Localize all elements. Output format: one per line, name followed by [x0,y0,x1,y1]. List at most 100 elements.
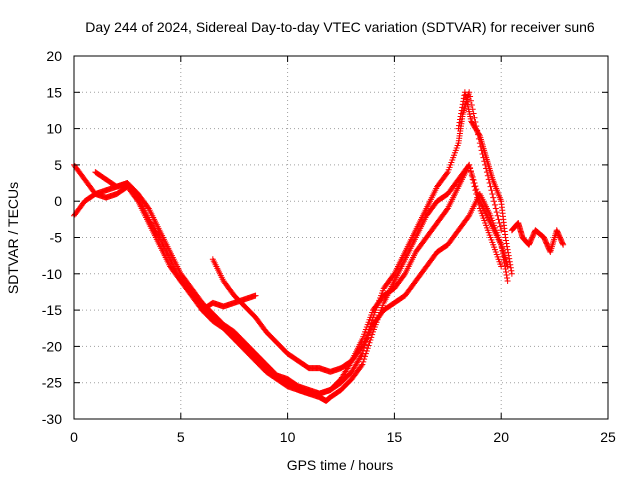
data-point [359,350,366,357]
data-point [457,116,464,123]
data-point [503,237,510,244]
data-point [503,268,510,275]
x-tick-label: 15 [387,429,403,445]
y-tick-label: -20 [42,338,62,354]
data-series [209,190,511,375]
data-points [71,89,567,404]
y-axis-label: SDTVAR / TECUs [5,182,21,294]
data-point [470,180,477,187]
data-point [459,104,466,111]
x-tick-label: 10 [280,429,296,445]
data-point [490,194,497,201]
data-point [466,161,473,168]
x-tick-label: 0 [70,429,78,445]
y-tick-label: 15 [46,84,62,100]
data-point [467,97,474,104]
data-point [359,361,366,368]
data-point [369,331,376,338]
data-point [144,204,151,211]
data-point [134,193,141,200]
data-point [358,362,365,369]
data-point [401,272,408,279]
data-point [467,169,474,176]
data-point [507,264,514,271]
data-point [456,122,463,129]
data-point [458,110,465,117]
data-point [508,270,515,277]
data-point [505,252,512,259]
data-point [498,227,505,234]
data-point [468,102,475,109]
data-point [506,258,513,265]
data-point [252,292,259,299]
axis-ticks: 0 5 10 15 20 25 -30 -25 -20 -15 -10 -5 0 5 10 15 20 [42,48,616,445]
data-series [199,292,259,314]
data-point [560,241,567,248]
data-point [476,131,483,138]
data-point [457,113,464,120]
data-point [491,198,498,205]
data-point [367,337,374,344]
data-point [365,342,372,349]
y-tick-label: -5 [50,230,63,246]
data-point [390,272,397,279]
data-point [364,345,371,352]
data-point [358,344,365,351]
data-point [471,114,478,121]
data-point [468,172,475,179]
data-point [504,246,511,253]
data-series [455,89,515,277]
data-point [493,209,500,216]
data-point [443,170,450,177]
data-point [469,176,476,183]
y-tick-label: -10 [42,266,62,282]
y-tick-label: -25 [42,375,62,391]
data-point [504,278,511,285]
data-point [491,201,498,208]
data-point [503,240,510,247]
data-point [508,267,515,274]
data-point [361,356,368,363]
data-point [497,223,504,230]
data-series [92,161,505,397]
data-point [467,93,474,100]
data-point [460,98,467,105]
data-point [470,110,477,117]
data-point [443,206,450,213]
x-tick-label: 5 [177,429,185,445]
x-tick-label: 20 [493,429,509,445]
y-tick-label: -15 [42,302,62,318]
data-point [366,339,373,346]
data-point [458,107,465,114]
chart-title: Day 244 of 2024, Sidereal Day-to-day VTE… [85,19,595,35]
y-tick-label: 20 [46,48,62,64]
data-point [504,243,511,250]
y-tick-label: -30 [42,411,62,427]
data-point [360,358,367,365]
data-point [496,219,503,226]
y-tick-label: 10 [46,121,62,137]
data-point [507,261,514,268]
data-point [488,187,495,194]
data-point [506,255,513,262]
y-tick-label: 0 [54,193,62,209]
data-point [498,263,505,270]
data-point [455,125,462,132]
data-point [502,234,509,241]
data-point [472,187,479,194]
x-axis-label: GPS time / hours [287,457,394,473]
data-point [503,272,510,279]
data-point [467,165,474,172]
y-tick-label: 5 [54,157,62,173]
data-point [494,212,501,219]
data-point [492,205,499,212]
data-point [489,190,496,197]
data-point [471,183,478,190]
data-point [505,249,512,256]
data-point [559,240,566,247]
data-point [456,119,463,126]
data-point [504,275,511,282]
data-series [508,219,567,256]
data-point [465,213,472,220]
